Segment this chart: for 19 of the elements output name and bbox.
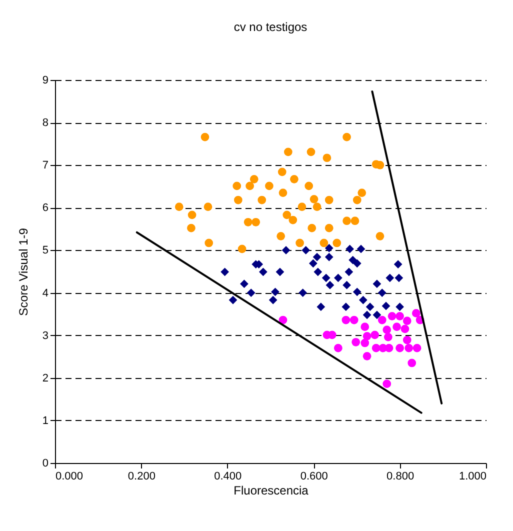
x-tick-label: 0.000 xyxy=(56,470,84,482)
y-tick-label: 4 xyxy=(42,287,48,300)
y-axis-title: Score Visual 1-9 xyxy=(16,228,30,316)
y-tick-label: 8 xyxy=(42,117,48,130)
x-tick-label: 0.600 xyxy=(300,470,328,482)
y-tick-label: 7 xyxy=(42,160,48,172)
x-tick-label: 0.400 xyxy=(214,470,242,482)
x-tick-label: 0.800 xyxy=(386,470,414,482)
y-tick-label: 3 xyxy=(42,330,48,342)
x-axis-title: Fluorescencia xyxy=(234,484,309,498)
chart-title: cv no testigos xyxy=(234,20,308,34)
y-tick-label: 9 xyxy=(42,74,48,86)
y-tick-label: 2 xyxy=(42,372,48,384)
y-tick-label: 5 xyxy=(42,244,48,257)
x-tick-label: 1.000 xyxy=(458,470,486,482)
y-tick-label: 1 xyxy=(42,414,48,427)
x-tick-label: 0.200 xyxy=(128,470,156,482)
y-tick-label: 6 xyxy=(42,202,48,214)
y-tick-label: 0 xyxy=(42,458,48,470)
